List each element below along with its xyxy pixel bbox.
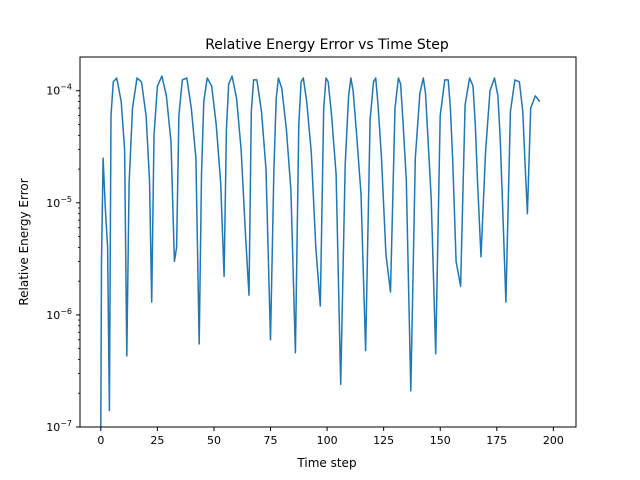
x-axis-label: Time step bbox=[296, 456, 356, 470]
y-tick-label: 10−6 bbox=[46, 307, 72, 322]
y-axis-label: Relative Energy Error bbox=[17, 178, 31, 305]
y-tick-label: 10−5 bbox=[46, 195, 72, 210]
x-tick-label: 200 bbox=[543, 434, 564, 447]
x-tick-label: 25 bbox=[150, 434, 164, 447]
x-tick-label: 125 bbox=[373, 434, 394, 447]
x-tick-label: 75 bbox=[264, 434, 278, 447]
chart-title: Relative Energy Error vs Time Step bbox=[205, 37, 449, 53]
x-tick-label: 150 bbox=[430, 434, 451, 447]
x-axis: 0 25 50 75 100 125 150 175 200 bbox=[97, 427, 564, 447]
y-axis: 10−7 10−6 10−5 10−4 bbox=[46, 83, 80, 434]
series-line bbox=[100, 75, 541, 428]
plot-frame bbox=[79, 56, 577, 428]
plot-area bbox=[79, 56, 577, 428]
x-tick-label: 175 bbox=[486, 434, 507, 447]
x-tick-label: 0 bbox=[97, 434, 104, 447]
x-tick-label: 100 bbox=[317, 434, 338, 447]
y-tick-label: 10−4 bbox=[46, 83, 72, 98]
x-tick-label: 50 bbox=[207, 434, 221, 447]
y-tick-label: 10−7 bbox=[46, 419, 72, 434]
